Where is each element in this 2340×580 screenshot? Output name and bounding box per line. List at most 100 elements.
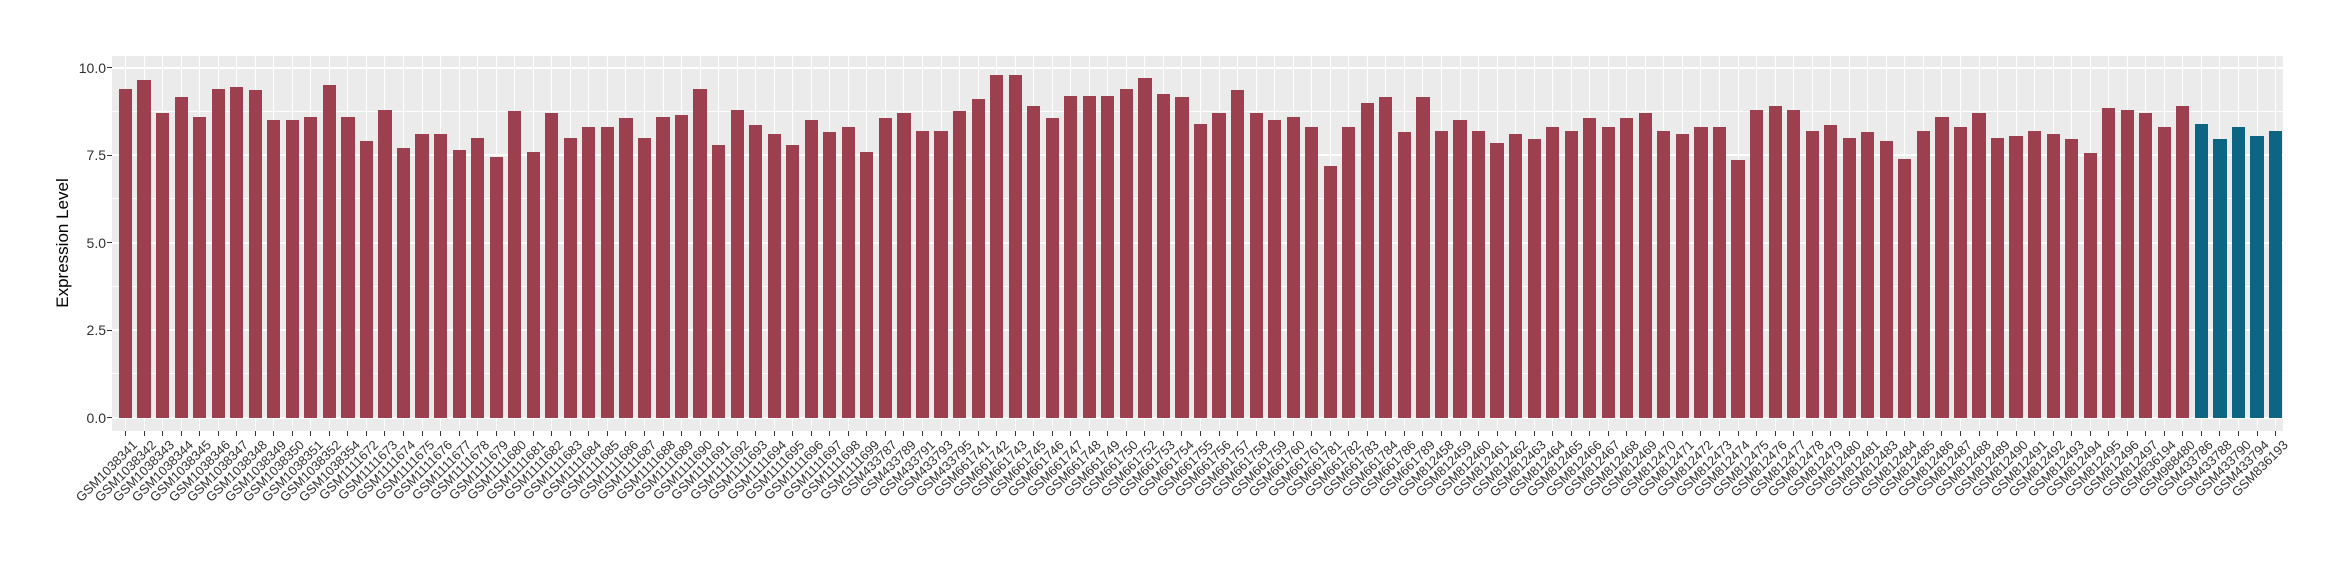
y-tick-label: 7.5 [86,147,106,163]
bar-GSM812496 [2120,109,2134,418]
x-tick-mark [1107,431,1109,436]
x-tick-mark [1904,431,1906,436]
x-tick-mark [273,431,275,436]
bar-GSM661757 [1231,90,1245,418]
bar-GSM661781 [1323,165,1337,418]
bar-GSM433793 [934,130,948,418]
bar-GSM812493 [2065,139,2079,418]
bar-GSM1038343 [155,113,170,418]
bar-GSM1111676 [433,134,448,418]
bar-GSM661750 [1119,88,1133,418]
x-tick-mark [1681,431,1683,436]
x-tick-mark [143,431,145,436]
x-tick-mark [2108,431,2110,436]
x-tick-mark [1570,431,1572,436]
x-tick-mark [347,431,349,436]
x-tick-mark [792,431,794,436]
bar-GSM812466 [1583,118,1597,418]
bar-GSM812490 [2009,135,2023,418]
bar-GSM812469 [1638,113,1652,418]
x-tick-mark [1867,431,1869,436]
bar-GSM661743 [1008,74,1022,418]
x-tick-mark [477,431,479,436]
bar-GSM661759 [1268,120,1282,418]
bar-GSM812491 [2028,130,2042,418]
x-tick-mark [662,431,664,436]
x-tick-mark [773,431,775,436]
x-tick-mark [1014,431,1016,436]
bar-GSM661754 [1175,97,1189,418]
bar-GSM1111690 [693,88,707,418]
bar-GSM812481 [1861,132,1875,418]
x-tick-mark [2015,431,2017,436]
bar-GSM812468 [1620,118,1634,418]
x-tick-mark [2052,431,2054,436]
x-tick-mark [1088,431,1090,436]
x-tick-mark [1589,431,1591,436]
x-tick-mark [1626,431,1628,436]
x-tick-mark [810,431,812,436]
bar-GSM1038344 [174,97,188,418]
bar-GSM812497 [2139,113,2153,418]
x-tick-mark [1311,431,1313,436]
bar-GSM661752 [1138,78,1152,418]
bar-GSM661760 [1286,116,1300,418]
y-tick-mark [107,154,112,156]
x-tick-mark [1162,431,1164,436]
x-tick-mark [328,431,330,436]
x-tick-mark [643,431,645,436]
x-tick-mark [1033,431,1035,436]
bar-GSM1038349 [267,120,281,418]
bar-GSM1038346 [211,88,225,418]
bar-GSM812477 [1787,109,1801,418]
bar-GSM812478 [1805,130,1819,418]
bar-GSM812458 [1434,130,1449,418]
x-tick-mark [310,431,312,436]
bar-GSM1111691 [712,144,726,418]
x-tick-mark [1422,431,1424,436]
bar-GSM812471 [1675,134,1690,418]
bar-GSM661741 [971,99,985,418]
y-tick-label: 5.0 [86,234,106,251]
bar-GSM812459 [1453,120,1467,418]
bar-GSM661755 [1193,123,1208,418]
x-tick-mark [1181,431,1183,436]
bar-GSM812474 [1731,160,1745,418]
x-tick-mark [514,431,516,436]
y-tick-mark [107,242,112,243]
bar-GSM1038354 [341,116,355,418]
bar-GSM433788 [2213,139,2227,418]
bar-GSM661761 [1305,127,1319,418]
bar-GSM1111675 [415,134,429,418]
x-tick-mark [2275,431,2277,436]
bar-GSM433790 [2231,127,2246,418]
x-tick-mark [606,431,608,436]
bar-GSM1111684 [582,127,596,418]
x-tick-mark [1700,431,1702,436]
bar-GSM988480 [2176,106,2190,418]
bar-GSM812470 [1657,130,1671,418]
bar-GSM812461 [1490,142,1504,418]
x-tick-mark [162,431,164,436]
bar-GSM1111685 [600,127,614,418]
x-tick-mark [532,431,534,436]
x-tick-mark [1496,431,1498,436]
x-tick-mark [421,431,423,436]
x-tick-mark [365,431,367,436]
x-tick-mark [1292,431,1294,436]
x-tick-mark [718,431,720,436]
x-tick-mark [1533,431,1535,436]
x-tick-mark [1200,431,1202,436]
y-tick-label: 0.0 [86,409,106,426]
x-tick-mark [1478,431,1480,436]
x-tick-mark [681,431,683,436]
bar-GSM1111682 [545,113,559,418]
x-tick-mark [996,431,998,436]
bar-GSM1038348 [248,90,262,418]
x-tick-mark [1348,431,1350,436]
bar-GSM1111679 [489,156,503,418]
bar-GSM812460 [1471,130,1486,418]
bar-GSM433795 [952,111,967,418]
bar-GSM433791 [915,130,930,418]
bar-GSM1038352 [322,85,336,418]
